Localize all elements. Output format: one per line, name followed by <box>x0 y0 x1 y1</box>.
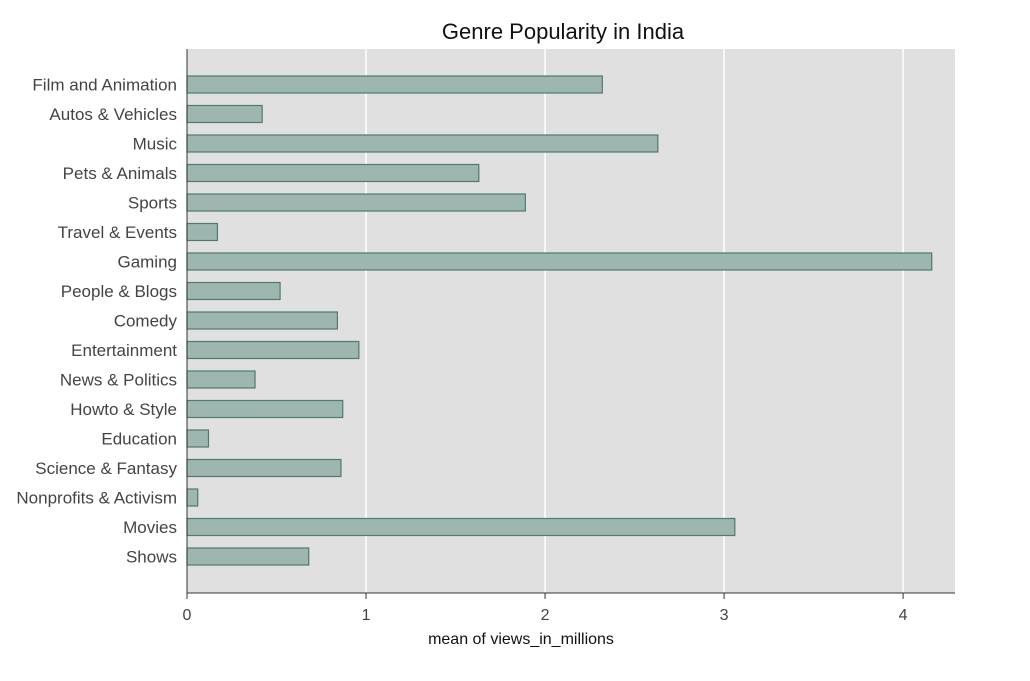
y-tick-label: Education <box>101 430 177 449</box>
x-tick-label: 2 <box>541 607 550 624</box>
bar <box>186 517 736 537</box>
bar <box>186 458 342 478</box>
bar <box>186 75 603 94</box>
y-tick-label: People & Blogs <box>61 282 177 301</box>
y-tick-label: News & Politics <box>60 371 177 390</box>
bar <box>186 163 480 183</box>
bar <box>186 222 219 242</box>
axes: 0 1 2 3 4 Film and Animation Autos & Vehicles M… <box>16 49 955 624</box>
bars <box>186 75 933 566</box>
bar <box>186 281 281 301</box>
bar <box>186 252 933 271</box>
y-tick-label: Science & Fantasy <box>35 459 177 478</box>
y-tick-label: Gaming <box>117 253 177 272</box>
bar <box>186 104 263 124</box>
y-tick-label: Nonprofits & Activism <box>16 489 177 508</box>
bar <box>186 340 360 360</box>
y-tick-label: Travel & Events <box>58 223 177 242</box>
bar <box>186 399 344 419</box>
bar <box>186 429 210 448</box>
x-tick-label: 0 <box>183 607 192 624</box>
y-tick-label: Comedy <box>114 312 178 331</box>
y-tick-label: Film and Animation <box>32 76 177 95</box>
bar <box>186 547 310 566</box>
bar <box>186 193 526 212</box>
bar <box>186 488 199 507</box>
y-tick-label: Movies <box>123 518 177 537</box>
x-axis-label: mean of views_in_millions <box>428 631 614 648</box>
bar <box>186 370 256 389</box>
y-tick-label: Howto & Style <box>70 400 177 419</box>
x-tick-label: 4 <box>899 607 908 624</box>
y-tick-label: Shows <box>126 548 177 567</box>
bar <box>186 134 659 153</box>
chart-title: Genre Popularity in India <box>442 19 685 44</box>
y-tick-label: Pets & Animals <box>63 164 177 183</box>
y-tick-label: Sports <box>128 194 177 213</box>
bar <box>186 311 338 330</box>
y-tick-label: Autos & Vehicles <box>49 105 177 124</box>
x-tick-label: 3 <box>720 607 729 624</box>
y-tick-label: Entertainment <box>71 341 177 360</box>
y-tick-label: Music <box>133 135 178 154</box>
x-tick-label: 1 <box>362 607 371 624</box>
